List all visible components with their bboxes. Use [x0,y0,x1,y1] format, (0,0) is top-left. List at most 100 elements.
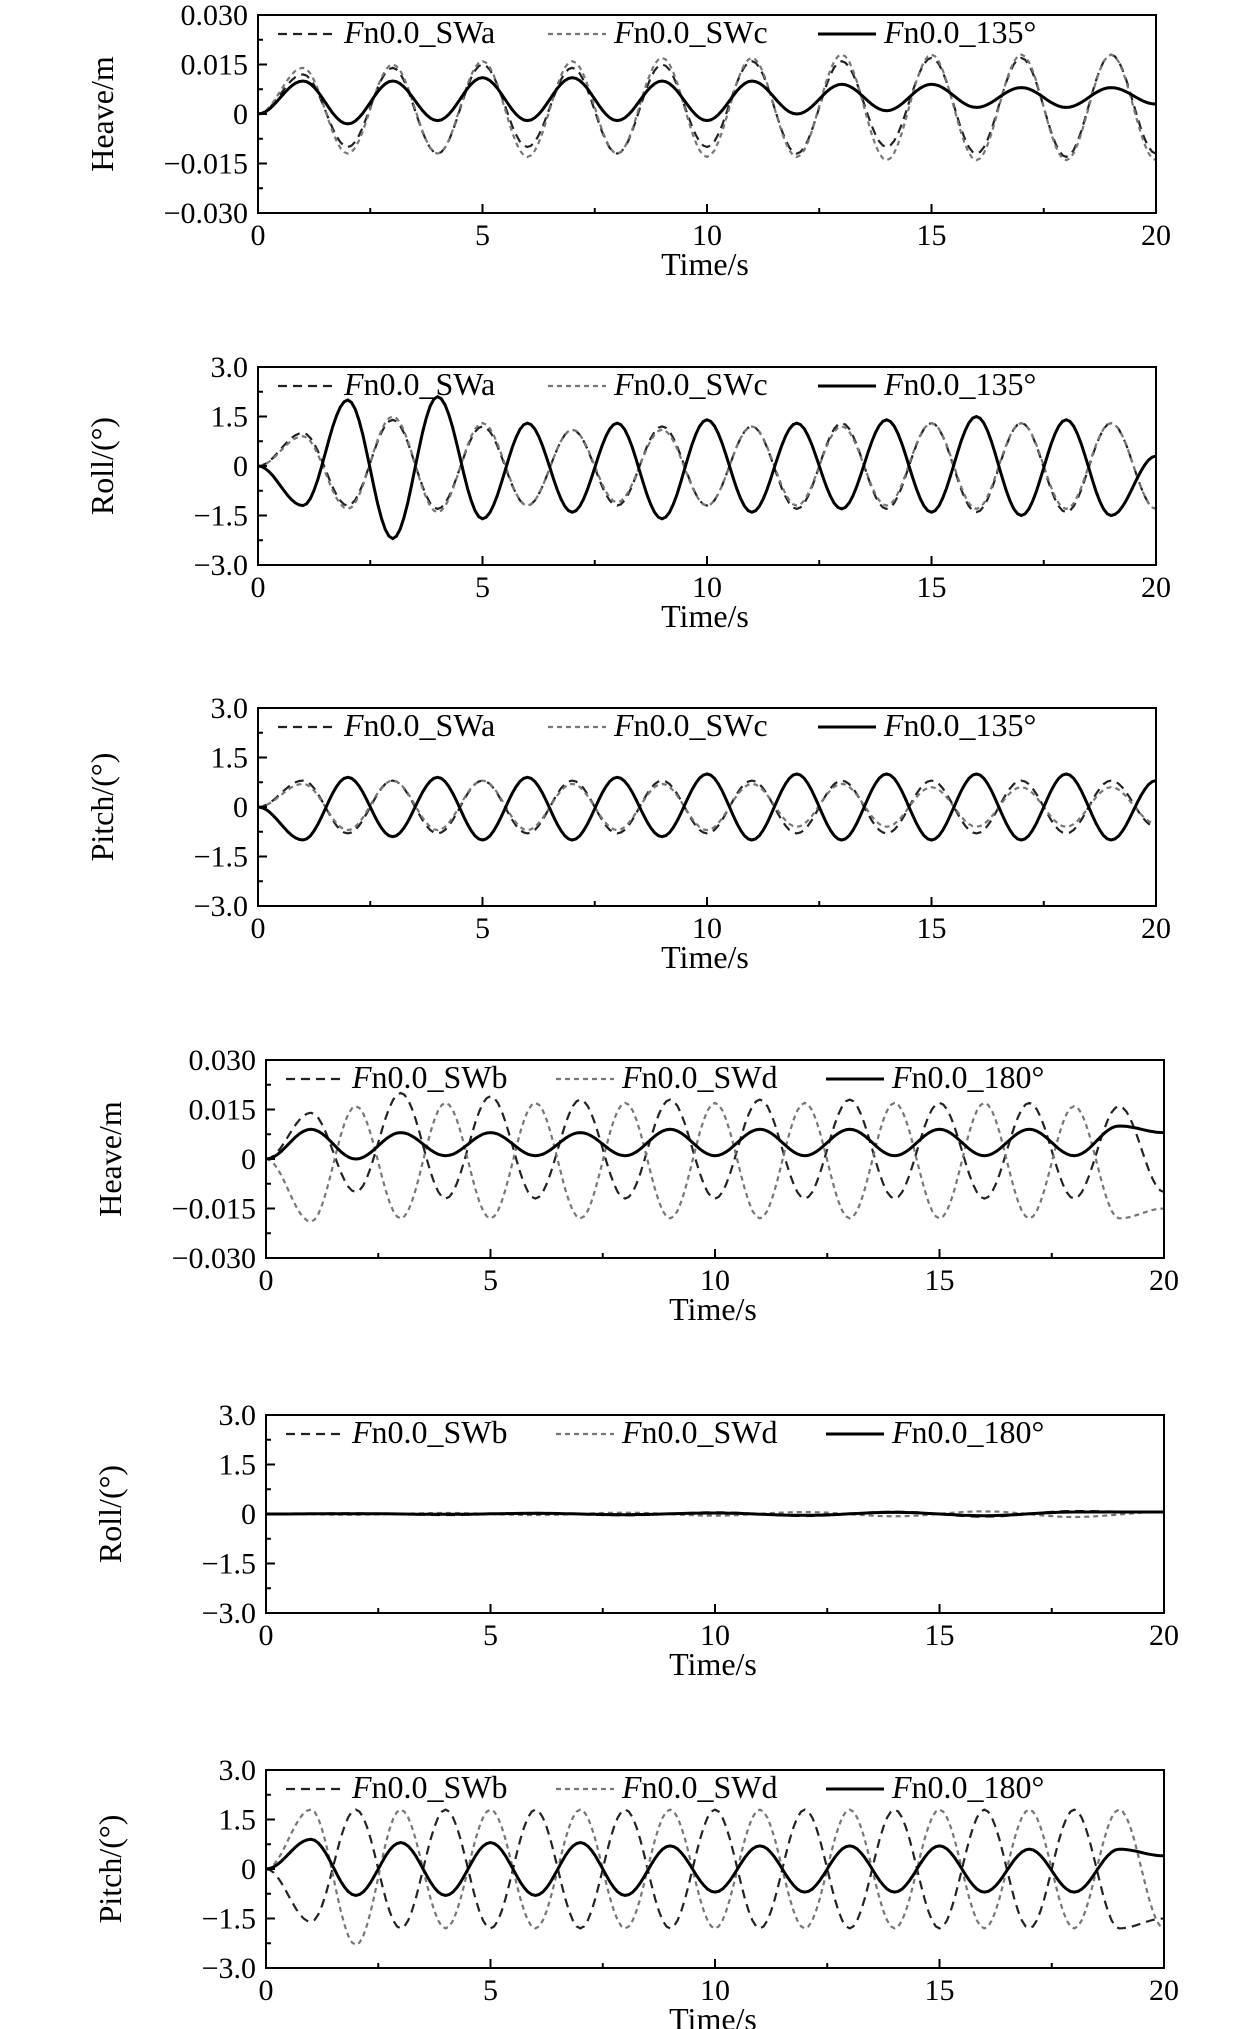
x-tick-label: 10 [700,1619,730,1652]
y-tick-label: −3.0 [202,1597,256,1630]
y-tick-label: −3.0 [202,1952,256,1985]
y-tick-label: −0.030 [172,1242,256,1275]
y-tick-label: 0 [233,98,248,131]
x-tick-label: 0 [259,1264,274,1297]
y-axis-title: Roll/(°) [92,1465,128,1563]
legend-label: Fn0.0_SWa [343,707,495,743]
y-tick-label: 1.5 [219,1449,257,1482]
series-line-2 [258,779,1156,832]
x-tick-label: 20 [1149,1264,1179,1297]
legend-label: Fn0.0_SWb [351,1769,508,1805]
series-line-2 [266,1808,1164,1947]
x-tick-label: 0 [251,219,266,252]
series-line-3 [258,76,1156,126]
y-axis-title: Heave/m [84,56,120,172]
legend-label: Fn0.0_135° [883,14,1036,50]
legend-label: Fn0.0_135° [883,707,1036,743]
series-line-3 [258,772,1156,842]
y-tick-label: 3.0 [211,692,249,725]
y-tick-label: −0.015 [172,1193,256,1226]
series-line-2 [266,1101,1164,1223]
y-tick-label: −1.5 [194,841,248,874]
x-tick-label: 20 [1149,1974,1179,2007]
y-tick-label: −0.030 [164,197,248,230]
series-line-3 [266,1124,1164,1161]
legend-label: Fn0.0_SWc [613,366,768,402]
series-line-1 [258,53,1156,159]
series-line-1 [258,418,1156,514]
x-tick-label: 20 [1141,219,1171,252]
x-axis-title: Time/s [669,2001,757,2029]
x-tick-label: 5 [483,1974,498,2007]
series-line-2 [258,415,1156,514]
y-tick-label: 1.5 [211,401,249,434]
legend-label: Fn0.0_180° [891,1414,1044,1450]
x-tick-label: 10 [692,912,722,945]
x-tick-label: 0 [251,912,266,945]
chart-panel-1: 0 5 10 15 20 0.030 0.015 0 −0.015 −0.030 Time/s Hea… [84,0,1171,282]
series-line-3 [258,394,1156,541]
series-line-2 [258,53,1156,162]
y-tick-label: 0 [241,1498,256,1531]
x-axis-title: Time/s [661,246,749,282]
x-tick-label: 15 [917,912,947,945]
y-tick-label: 0 [241,1853,256,1886]
x-tick-label: 5 [475,219,490,252]
y-tick-label: 3.0 [219,1399,257,1432]
series-line-3 [266,1837,1164,1897]
x-tick-label: 0 [251,571,266,604]
y-tick-label: 3.0 [211,351,249,384]
x-tick-label: 15 [917,571,947,604]
y-tick-label: 0 [233,450,248,483]
chart-panel-3: 0 5 10 15 20 3.0 1.5 0 −1.5 −3.0 Time/s Pitch/(°) Fn… [84,692,1171,975]
series-line-3 [266,1510,1164,1518]
y-tick-label: −1.5 [202,1903,256,1936]
x-tick-label: 10 [700,1264,730,1297]
y-tick-label: 1.5 [211,742,249,775]
y-tick-label: −1.5 [194,500,248,533]
chart-panel-2: 0 5 10 15 20 3.0 1.5 0 −1.5 −3.0 Time/s Roll/(°) Fn0… [84,351,1171,634]
legend-label: Fn0.0_SWc [613,14,768,50]
y-tick-label: 3.0 [219,1754,257,1787]
legend-label: Fn0.0_SWa [343,366,495,402]
x-tick-label: 10 [692,571,722,604]
legend-label: Fn0.0_SWb [351,1059,508,1095]
legend-label: Fn0.0_SWd [621,1414,778,1450]
x-axis-title: Time/s [661,939,749,975]
x-tick-label: 20 [1141,912,1171,945]
x-tick-label: 15 [917,219,947,252]
y-tick-label: −3.0 [194,549,248,582]
x-tick-label: 5 [475,571,490,604]
chart-panel-5: 0 5 10 15 20 3.0 1.5 0 −1.5 −3.0 Time/s Roll/(°) Fn0… [92,1399,1179,1682]
chart-panel-4: 0 5 10 15 20 0.030 0.015 0 −0.015 −0.030 Time/s Hea… [92,1044,1179,1327]
x-tick-label: 5 [483,1264,498,1297]
x-tick-label: 20 [1149,1619,1179,1652]
legend-label: Fn0.0_SWd [621,1769,778,1805]
y-tick-label: −1.5 [202,1548,256,1581]
x-tick-label: 10 [692,219,722,252]
x-tick-label: 15 [925,1619,955,1652]
legend-label: Fn0.0_SWd [621,1059,778,1095]
series-line-2 [266,1510,1164,1519]
y-axis-title: Heave/m [92,1101,128,1217]
x-axis-title: Time/s [669,1291,757,1327]
legend-label: Fn0.0_SWb [351,1414,508,1450]
series-line-1 [258,779,1156,835]
y-tick-label: −0.015 [164,148,248,181]
chart-panel-6: 0 5 10 15 20 3.0 1.5 0 −1.5 −3.0 Time/s Pitch/(°) Fn… [92,1754,1179,2029]
x-tick-label: 0 [259,1619,274,1652]
y-tick-label: 0.015 [189,1094,257,1127]
legend-label: Fn0.0_180° [891,1769,1044,1805]
legend-label: Fn0.0_180° [891,1059,1044,1095]
x-tick-label: 15 [925,1264,955,1297]
y-tick-label: −3.0 [194,890,248,923]
y-tick-label: 0.015 [181,49,249,82]
y-tick-label: 1.5 [219,1804,257,1837]
x-tick-label: 5 [483,1619,498,1652]
series-line-1 [266,1091,1164,1200]
x-tick-label: 15 [925,1974,955,2007]
y-axis-title: Pitch/(°) [84,753,120,862]
y-tick-label: 0 [233,791,248,824]
y-axis-title: Roll/(°) [84,417,120,515]
